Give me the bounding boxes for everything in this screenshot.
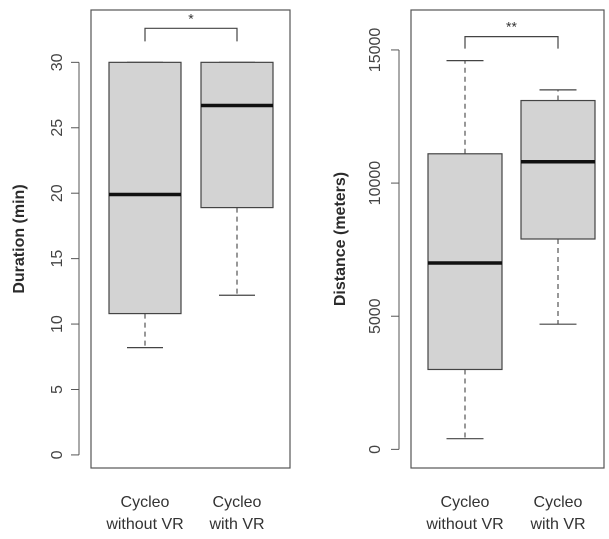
category-label: Cycleo [213, 494, 262, 511]
y-tick-label: 0 [367, 445, 384, 454]
significance-label: * [188, 10, 194, 26]
category-label: without VR [105, 516, 183, 533]
distance-chart: 0 5000 10000 15000 Distance (meters) Cycleo wi… [332, 9, 605, 533]
y-tick-label: 15 [49, 250, 66, 268]
category-label: Cycleo [121, 494, 170, 511]
y-tick-label: 5 [49, 385, 66, 394]
category-label: with VR [208, 516, 264, 533]
y-tick-label: 10 [49, 315, 66, 333]
y-axis-title: Distance (meters) [332, 172, 349, 306]
category-label: with VR [529, 516, 585, 533]
duration-chart: 0 5 10 15 20 25 30 Duration (min) Cycleo without … [11, 9, 291, 533]
category-label: Cycleo [441, 494, 490, 511]
y-tick-label: 0 [49, 450, 66, 459]
significance-bracket [144, 27, 238, 42]
category-label: without VR [425, 516, 503, 533]
box [108, 61, 182, 315]
category-label: Cycleo [534, 494, 583, 511]
significance-bracket [464, 36, 559, 49]
box [200, 61, 274, 209]
y-tick-label: 30 [49, 53, 66, 71]
significance-label: ** [506, 19, 517, 35]
plot-frame [410, 9, 605, 469]
y-tick-label: 15000 [367, 28, 384, 73]
y-tick-label: 25 [49, 119, 66, 137]
y-tick-label: 10000 [367, 161, 384, 206]
y-tick-label: 5000 [367, 298, 384, 334]
box [520, 99, 596, 240]
plot-frame [90, 9, 291, 469]
y-tick-label: 20 [49, 184, 66, 202]
y-axis-title: Duration (min) [11, 184, 28, 293]
